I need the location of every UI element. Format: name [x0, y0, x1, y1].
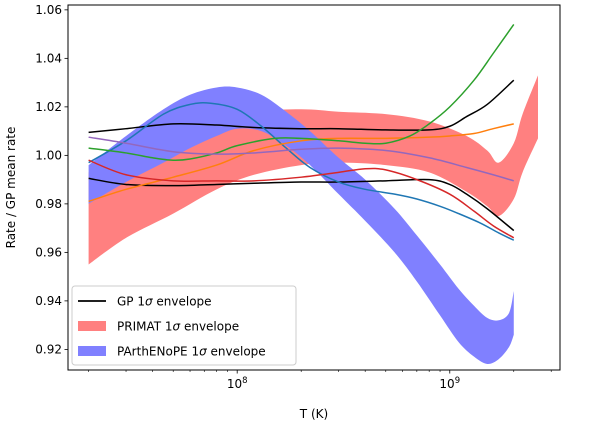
x-axis: 108 109 — [88, 370, 552, 391]
y-tick-label: 0.92 — [35, 343, 62, 357]
band-2 — [88, 86, 514, 364]
legend-label: GP 1σ envelope — [117, 295, 212, 309]
legend: GP 1σ envelope PRIMAT 1σ envelope PArthENo… — [71, 285, 297, 366]
y-tick-label: 1.06 — [35, 3, 62, 17]
y-axis: 0.92 0.94 0.96 0.98 1.00 1.02 1.04 1.06 — [35, 3, 68, 357]
series-line-1 — [88, 79, 515, 134]
x-axis-label: T (K) — [299, 407, 328, 421]
band-1 — [88, 75, 538, 265]
legend-swatch-patch — [78, 346, 106, 356]
legend-box — [71, 285, 297, 366]
legend-swatch-patch — [78, 321, 106, 331]
series-line-5 — [88, 23, 515, 162]
series-line-4 — [88, 123, 514, 203]
y-tick-label: 1.02 — [35, 100, 62, 114]
series-line-7 — [88, 136, 514, 182]
legend-label: PArthENoPE 1σ envelope — [117, 345, 266, 359]
y-tick-label: 1.04 — [35, 52, 62, 66]
plot-frame — [67, 4, 561, 371]
x-tick-label: 109 — [439, 376, 460, 391]
x-tick-label: 108 — [227, 376, 248, 391]
y-tick-label: 1.00 — [35, 149, 62, 163]
series-line-6 — [88, 159, 515, 239]
legend-label: PRIMAT 1σ envelope — [117, 320, 239, 334]
series-layer — [88, 23, 515, 241]
y-tick-label: 0.94 — [35, 294, 62, 308]
y-tick-label: 0.96 — [35, 246, 62, 260]
bands-layer — [88, 75, 538, 364]
series-line-3 — [88, 102, 515, 241]
y-tick-label: 0.98 — [35, 197, 62, 211]
y-axis-label: Rate / GP mean rate — [4, 127, 18, 249]
